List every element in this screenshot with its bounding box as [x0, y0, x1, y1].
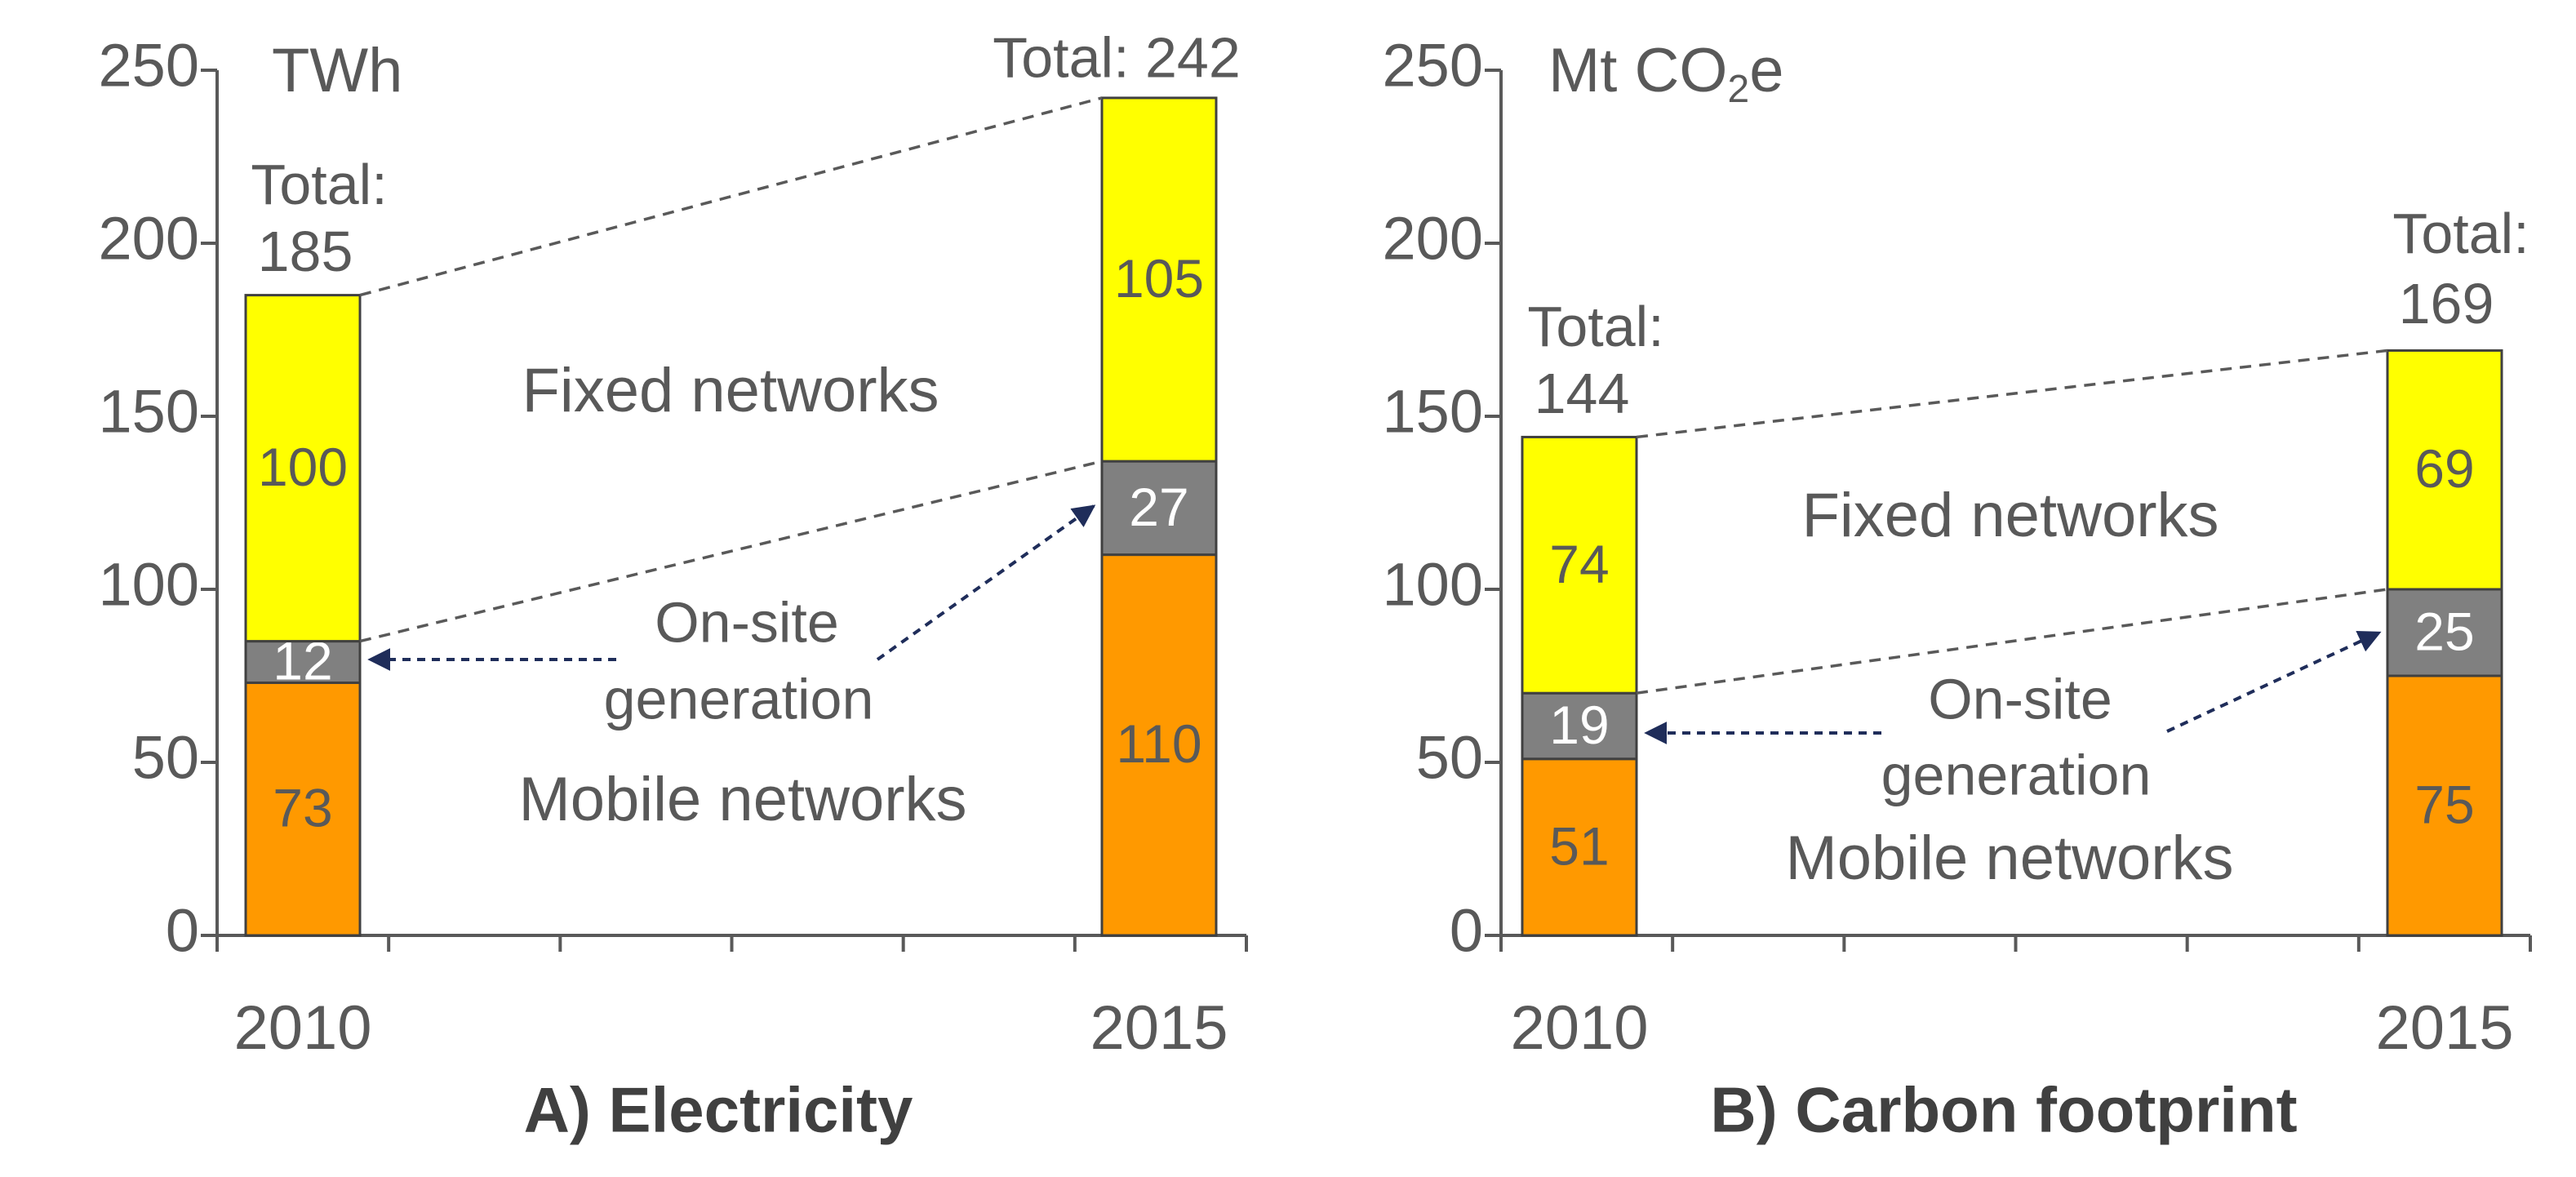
y-unit-label: TWh	[272, 36, 402, 105]
chart-title: A) Electricity	[524, 1074, 913, 1146]
total-label: Total: 242	[993, 25, 1241, 89]
fixed-networks-label: Fixed networks	[1801, 481, 2218, 550]
total-value: 185	[258, 220, 353, 283]
y-tick-label: 200	[99, 205, 199, 273]
panel-carbon-footprint: 0 50 100 150 200 250 2010 2015 B) Carbon footpri…	[1383, 32, 2532, 1146]
arrow-onsite-2015	[876, 504, 1096, 661]
data-label-fixed: 74	[1549, 534, 1609, 594]
x-category-label: 2015	[2375, 993, 2513, 1063]
bar-onsite-2010	[1521, 691, 1638, 761]
mobile-networks-label: Mobile networks	[1785, 824, 2233, 893]
x-category-label: 2010	[1510, 993, 1648, 1063]
unit-text: Mt CO	[1548, 36, 1728, 105]
total-value: 144	[1534, 362, 1630, 425]
y-tick-label: 0	[166, 897, 199, 965]
data-label-fixed: 105	[1114, 248, 1204, 309]
bar-onsite-2015	[1100, 460, 1218, 557]
bar-fixed-2010	[1521, 435, 1638, 695]
bar-onsite-2015	[2386, 588, 2503, 677]
onsite-generation-label: On-site	[1928, 667, 2112, 731]
total-value: 169	[2399, 272, 2494, 335]
total-label: Total:	[2392, 202, 2529, 265]
data-label-onsite: 27	[1129, 477, 1188, 537]
bar-fixed-2015	[1100, 96, 1218, 463]
data-label-mobile: 73	[273, 778, 332, 838]
y-tick-label: 150	[99, 378, 199, 446]
data-label-onsite: 25	[2414, 601, 2474, 661]
data-label-fixed: 69	[2414, 438, 2474, 499]
x-category-label: 2015	[1090, 993, 1228, 1063]
onsite-generation-label: generation	[1881, 743, 2152, 806]
onsite-generation-label: On-site	[655, 590, 839, 654]
total-label: Total:	[251, 153, 387, 216]
connector-total	[1636, 349, 2388, 439]
data-label-onsite: 19	[1549, 695, 1609, 755]
bar-mobile-2015	[2386, 674, 2503, 937]
bar-fixed-2010	[244, 294, 362, 643]
data-label-mobile: 51	[1549, 815, 1609, 876]
bar-mobile-2015	[1100, 553, 1218, 937]
y-tick-label: 200	[1383, 205, 1483, 273]
arrow-onsite-2015	[2166, 630, 2382, 733]
y-tick-label: 50	[1416, 724, 1483, 792]
connector-onsite	[1636, 588, 2388, 695]
unit-text: TWh	[272, 36, 402, 105]
y-tick-label: 100	[1383, 551, 1483, 619]
unit-subscript: 2	[1728, 68, 1750, 111]
chart-title: B) Carbon footprint	[1710, 1074, 2297, 1146]
y-tick-label: 250	[1383, 32, 1483, 100]
bar-mobile-2010	[244, 681, 362, 937]
total-label: Total:	[1527, 295, 1663, 358]
onsite-generation-label: generation	[604, 667, 874, 731]
y-tick-label: 50	[132, 724, 199, 792]
fixed-networks-label: Fixed networks	[522, 356, 939, 425]
bar-fixed-2015	[2386, 349, 2503, 591]
y-tick-label: 150	[1383, 378, 1483, 446]
mobile-networks-label: Mobile networks	[518, 765, 966, 834]
panel-electricity: 0 50 100 150 200 250 2010 2015 A) Electricity TWh…	[99, 25, 1248, 1146]
y-unit-label: Mt CO2e	[1548, 36, 1784, 111]
data-label-fixed: 100	[258, 437, 348, 497]
data-label-mobile: 75	[2414, 774, 2474, 834]
connector-total	[359, 96, 1103, 297]
connector-onsite	[359, 460, 1103, 643]
y-tick-label: 250	[99, 32, 199, 100]
y-tick-label: 0	[1450, 897, 1483, 965]
data-label-mobile: 110	[1116, 713, 1201, 774]
x-category-label: 2010	[233, 993, 371, 1063]
unit-text: e	[1749, 36, 1783, 105]
y-tick-label: 100	[99, 551, 199, 619]
